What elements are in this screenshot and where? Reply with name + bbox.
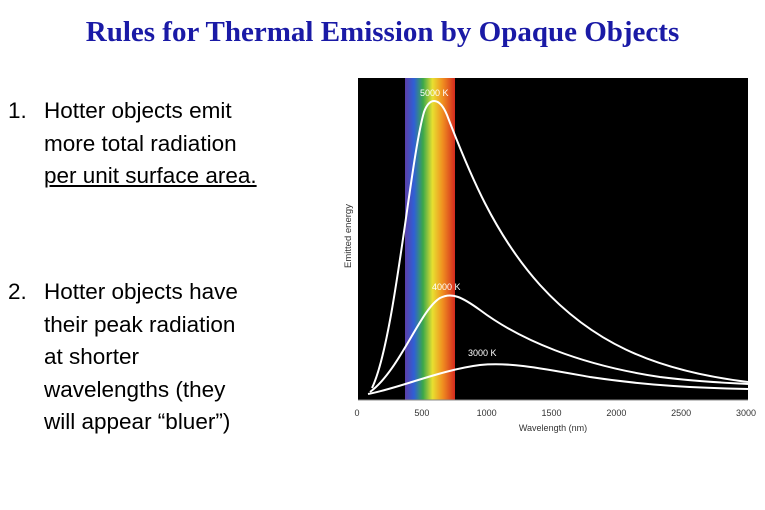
list-item: 1. Hotter objects emit more total radiat…: [8, 95, 257, 193]
x-tick-label: 1000: [477, 408, 497, 418]
visible-spectrum: [405, 78, 455, 400]
x-axis-label: Wavelength (nm): [519, 423, 587, 433]
x-tick-label: 1500: [541, 408, 561, 418]
y-axis-label: Emitted energy: [343, 204, 354, 268]
curve-4000k: [369, 294, 749, 393]
item-line: will appear “bluer”): [44, 409, 231, 434]
item-line: more total radiation: [44, 130, 237, 156]
curve-3000k: [367, 363, 749, 395]
curve-5000k: [371, 100, 749, 389]
x-tick-label: 2000: [606, 408, 626, 418]
x-tick-label: 500: [414, 408, 429, 418]
item-line: their peak radiation: [44, 311, 236, 337]
item-line: Hotter objects emit: [44, 98, 232, 123]
x-tick-label: 0: [354, 408, 359, 418]
item-line: Hotter objects have: [44, 279, 238, 304]
item-line: per unit surface area.: [44, 163, 257, 188]
item-number: 1.: [8, 98, 27, 123]
item-line: wavelengths (they: [44, 376, 226, 402]
item-number: 2.: [8, 279, 27, 304]
slide-title: Rules for Thermal Emission by Opaque Obj…: [85, 16, 680, 48]
x-tick-label: 3000: [736, 408, 756, 418]
list-item: 2. Hotter objects have their peak radiat…: [8, 276, 238, 439]
curve-label: 3000 K: [468, 348, 497, 358]
curve-label: 5000 K: [420, 88, 449, 98]
x-tick-label: 2500: [671, 408, 691, 418]
curve-label: 4000 K: [432, 282, 461, 292]
item-line: at shorter: [44, 344, 140, 369]
